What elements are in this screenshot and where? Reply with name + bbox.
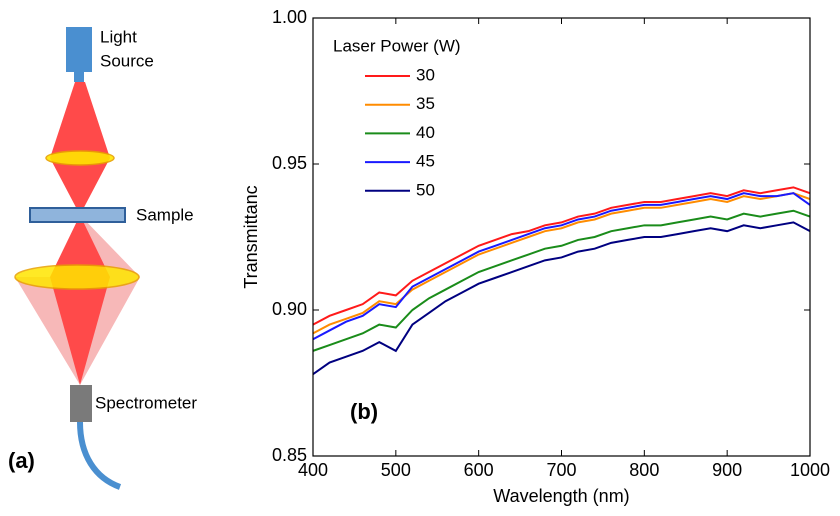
legend-label: 40 [416, 123, 435, 142]
light-source [66, 27, 92, 72]
series-line [312, 192, 811, 335]
panel-label: (b) [350, 399, 378, 424]
series-line [312, 221, 811, 376]
y-tick-label: 0.95 [272, 153, 307, 173]
label: Light [100, 27, 137, 46]
fiber [77, 421, 122, 490]
panel-label: (a) [8, 448, 35, 473]
series-line [312, 209, 811, 352]
x-tick-label: 700 [546, 460, 576, 480]
x-tick-label: 500 [381, 460, 411, 480]
legend-label: 35 [416, 94, 435, 113]
y-axis-title: Transmittanc [241, 185, 261, 288]
series-line [312, 186, 811, 326]
diagram: Light Source Sample Spectrometer (a) [8, 27, 197, 490]
sample-slide [29, 207, 126, 223]
series-line [312, 192, 811, 341]
label: Source [100, 51, 154, 70]
legend-label: 30 [416, 65, 435, 84]
x-tick-label: 900 [712, 460, 742, 480]
y-tick-label: 0.85 [272, 445, 307, 465]
beam [50, 82, 110, 215]
label: Spectrometer [95, 393, 197, 412]
label: Sample [136, 205, 194, 224]
legend-label: 50 [416, 180, 435, 199]
spectrometer [70, 385, 92, 422]
legend-title: Laser Power (W) [333, 36, 461, 55]
lens [14, 264, 140, 290]
y-tick-label: 0.90 [272, 299, 307, 319]
beam [50, 215, 110, 385]
x-tick-label: 800 [629, 460, 659, 480]
light-source-neck [74, 72, 84, 82]
x-tick-label: 400 [298, 460, 328, 480]
x-axis-title: Wavelength (nm) [493, 486, 629, 506]
y-tick-label: 1.00 [272, 7, 307, 27]
lens [45, 150, 115, 166]
legend-label: 45 [416, 152, 435, 171]
x-tick-label: 600 [464, 460, 494, 480]
x-tick-label: 1000 [790, 460, 830, 480]
plot-frame [312, 17, 811, 457]
